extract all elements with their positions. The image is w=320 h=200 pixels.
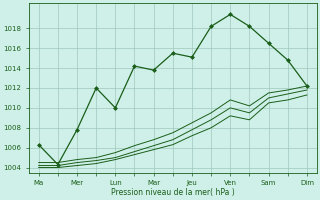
X-axis label: Pression niveau de la mer( hPa ): Pression niveau de la mer( hPa ) — [111, 188, 235, 197]
